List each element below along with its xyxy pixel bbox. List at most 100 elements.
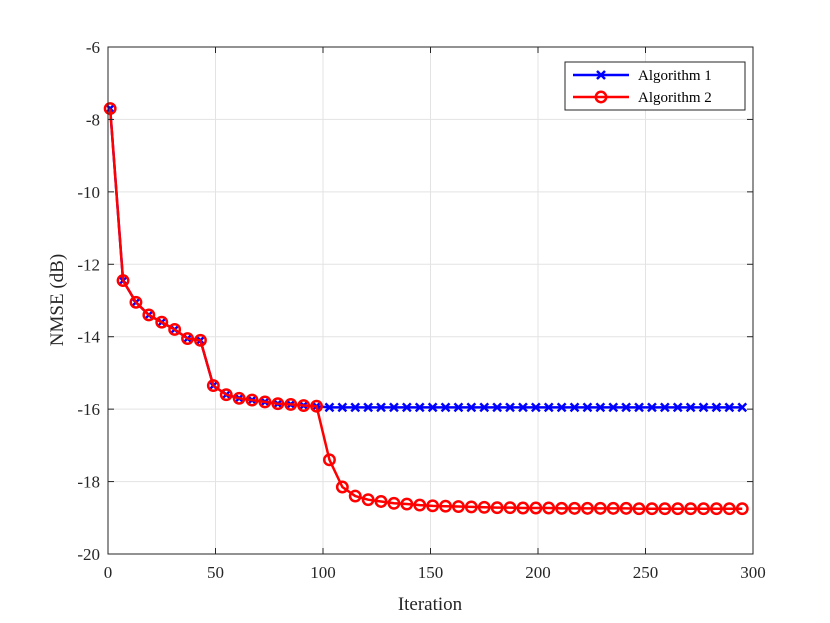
x-tick-label: 300 <box>740 563 766 582</box>
data-point-x-marker <box>698 402 709 413</box>
data-point-circle-marker <box>413 498 427 512</box>
data-point-x-marker <box>659 402 670 413</box>
x-tick-label: 250 <box>633 563 659 582</box>
data-point-x-marker <box>582 402 593 413</box>
data-point-circle-marker <box>374 495 388 508</box>
data-point-circle-marker <box>490 501 504 515</box>
data-point-circle-marker <box>452 500 465 514</box>
data-point-x-marker <box>556 402 567 413</box>
data-point-circle-marker <box>426 499 440 513</box>
data-point-circle-marker <box>387 496 401 510</box>
data-point-circle-marker <box>284 397 298 411</box>
x-tick-label: 0 <box>104 563 113 582</box>
y-tick-label: -14 <box>77 328 100 347</box>
data-point-x-marker <box>376 402 386 413</box>
data-point-circle-marker <box>155 315 169 329</box>
data-point-circle-marker <box>297 399 311 412</box>
data-point-circle-marker <box>503 501 517 515</box>
data-point-circle-marker <box>232 391 246 405</box>
data-point-x-marker <box>492 402 503 413</box>
data-point-x-marker <box>672 402 683 413</box>
series-layer <box>103 102 749 516</box>
data-point-x-marker <box>711 402 722 413</box>
data-point-x-marker <box>724 402 735 413</box>
x-tick-label: 200 <box>525 563 551 582</box>
legend-marker-algorithm-2 <box>594 90 608 104</box>
data-point-circle-marker <box>335 480 349 494</box>
data-point-circle-marker <box>219 388 233 402</box>
data-point-circle-marker <box>568 501 581 515</box>
data-point-circle-marker <box>581 501 594 515</box>
data-point-circle-marker <box>710 502 723 516</box>
data-point-circle-marker <box>103 102 117 116</box>
data-point-x-marker <box>608 402 619 413</box>
data-point-x-marker <box>479 402 490 413</box>
data-point-circle-marker <box>168 323 182 336</box>
data-point-x-marker <box>453 402 464 413</box>
data-point-circle-marker <box>129 295 143 309</box>
data-point-circle-marker <box>555 501 569 515</box>
data-point-circle-marker <box>194 333 207 347</box>
data-point-x-marker <box>647 402 657 413</box>
data-point-x-marker <box>401 402 412 413</box>
legend-label-algorithm-2: Algorithm 2 <box>638 90 712 106</box>
data-point-x-marker <box>505 402 515 413</box>
data-point-x-marker <box>466 402 477 413</box>
data-point-x-marker <box>518 402 528 413</box>
legend-marker-algorithm-1 <box>596 70 606 80</box>
data-point-circle-marker <box>323 453 336 467</box>
data-point-circle-marker <box>258 395 272 409</box>
axis-ticks: 0 50 100 150 200 250 300 -20 -18 -16 -14 -12 -10 -8 -6 <box>77 38 765 582</box>
y-tick-label: -20 <box>77 545 100 564</box>
data-point-x-marker <box>324 402 335 413</box>
data-point-circle-marker <box>464 500 478 514</box>
y-tick-label: -16 <box>77 400 100 419</box>
data-point-circle-marker <box>116 274 130 288</box>
x-tick-label: 50 <box>207 563 224 582</box>
data-point-circle-marker <box>722 502 736 516</box>
data-point-x-marker <box>530 402 541 413</box>
data-point-x-marker <box>414 402 425 413</box>
x-tick-label: 100 <box>310 563 336 582</box>
data-point-circle-marker <box>529 501 543 515</box>
legend-box <box>564 61 746 111</box>
data-point-x-marker <box>389 402 399 413</box>
data-point-circle-marker <box>697 502 710 516</box>
data-point-circle-marker <box>606 501 620 515</box>
y-axis-label: NMSE (dB) <box>47 254 68 346</box>
data-point-circle-marker <box>516 501 530 515</box>
data-point-circle-marker <box>310 399 323 413</box>
data-point-circle-marker <box>593 501 607 515</box>
data-point-circle-marker <box>684 502 698 516</box>
data-point-circle-marker <box>671 502 685 516</box>
data-point-circle-marker <box>542 501 556 515</box>
data-point-circle-marker <box>658 502 672 516</box>
data-point-circle-marker <box>245 393 259 407</box>
data-point-x-marker <box>595 402 606 413</box>
data-point-circle-marker <box>400 497 414 511</box>
x-tick-label: 150 <box>418 563 444 582</box>
y-tick-label: -10 <box>77 183 100 202</box>
data-point-circle-marker <box>142 308 156 322</box>
data-point-circle-marker <box>619 501 633 515</box>
data-point-circle-marker <box>181 332 195 345</box>
data-point-circle-marker <box>348 489 362 503</box>
data-point-x-marker <box>427 402 438 413</box>
data-point-x-marker <box>440 402 451 413</box>
legend-label-algorithm-1: Algorithm 1 <box>638 68 712 84</box>
data-point-circle-marker <box>271 397 285 411</box>
y-tick-label: -12 <box>77 255 100 274</box>
y-tick-label: -8 <box>86 110 100 129</box>
data-point-circle-marker <box>439 499 452 513</box>
data-point-circle-marker <box>735 502 749 516</box>
data-point-x-marker <box>737 402 748 413</box>
x-axis-label: Iteration <box>398 594 463 615</box>
data-point-x-marker <box>350 402 361 413</box>
data-point-circle-marker <box>361 493 375 507</box>
legend: Algorithm 1 Algorithm 2 <box>564 61 746 111</box>
data-point-x-marker <box>621 402 632 413</box>
data-point-x-marker <box>363 402 374 413</box>
data-point-circle-marker <box>477 500 491 514</box>
data-point-x-marker <box>337 402 348 413</box>
